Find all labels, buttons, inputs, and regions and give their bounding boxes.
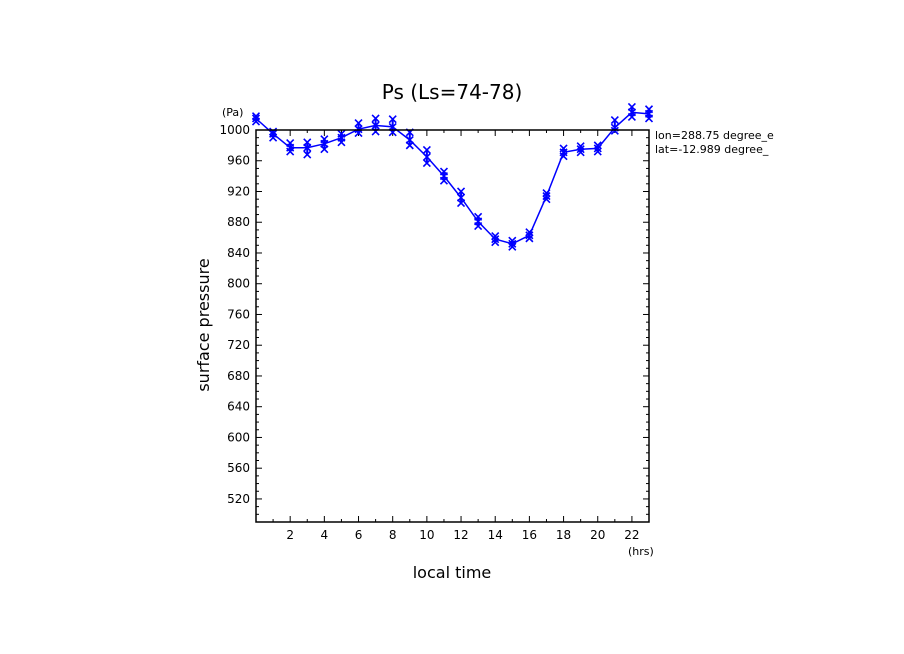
y-tick-label: 520 — [227, 492, 250, 506]
lat-annotation: lat=-12.989 degree_ — [655, 143, 769, 156]
data-point-marker — [525, 228, 534, 237]
x-tick-label: 2 — [286, 528, 294, 542]
y-tick-label: 920 — [227, 184, 250, 198]
data-point-marker — [269, 127, 278, 136]
data-point-marker — [593, 147, 602, 156]
y-tick-label: 1000 — [219, 123, 250, 137]
x-tick-label: 8 — [389, 528, 397, 542]
data-point-marker — [491, 238, 500, 247]
y-tick-label: 960 — [227, 154, 250, 168]
axis-ticks — [256, 129, 649, 522]
y-unit-label: (Pa) — [222, 106, 243, 119]
x-tick-label: 6 — [355, 528, 363, 542]
data-point-marker — [337, 129, 346, 138]
lon-annotation: lon=288.75 degree_e — [655, 129, 774, 142]
x-tick-label: 12 — [453, 528, 468, 542]
series-line — [255, 111, 650, 245]
x-tick-label: 22 — [624, 528, 639, 542]
y-tick-label: 600 — [227, 430, 250, 444]
y-tick-label: 800 — [227, 277, 250, 291]
data-point-marker — [576, 142, 585, 151]
data-point-marker — [627, 102, 636, 112]
data-point-marker — [542, 188, 551, 198]
data-point-marker — [388, 115, 397, 124]
x-axis-title: local time — [413, 563, 492, 582]
data-point-marker — [456, 187, 466, 196]
chart-title: Ps (Ls=74-78) — [382, 80, 523, 104]
y-tick-label: 680 — [227, 369, 250, 383]
y-tick-label: 880 — [227, 215, 250, 229]
data-point-marker — [422, 158, 431, 168]
x-tick-label: 4 — [321, 528, 329, 542]
y-axis-title: surface pressure — [194, 258, 213, 391]
x-tick-label: 18 — [556, 528, 571, 542]
plot-frame — [255, 129, 650, 523]
data-point-marker — [422, 145, 431, 155]
plot-series — [251, 102, 654, 251]
data-point-marker — [644, 105, 654, 114]
data-point-marker — [354, 119, 363, 128]
data-point-marker — [303, 138, 312, 147]
x-tick-label: 16 — [522, 528, 537, 542]
data-point-marker — [559, 144, 568, 153]
data-point-marker — [508, 236, 517, 245]
x-tick-label: 14 — [488, 528, 503, 542]
y-tick-label: 720 — [227, 338, 250, 352]
y-tick-label: 840 — [227, 246, 250, 260]
x-unit-label: (hrs) — [628, 545, 654, 558]
y-tick-label: 640 — [227, 400, 250, 414]
tick-labels: 2 4 6 8 10 12 14 16 18 20 22 520 560 600 640 680 720 760 8… — [219, 123, 639, 542]
x-tick-label: 20 — [590, 528, 605, 542]
y-tick-label: 760 — [227, 307, 250, 321]
y-tick-label: 560 — [227, 461, 250, 475]
data-point-marker — [610, 126, 619, 135]
x-tick-label: 10 — [419, 528, 434, 542]
